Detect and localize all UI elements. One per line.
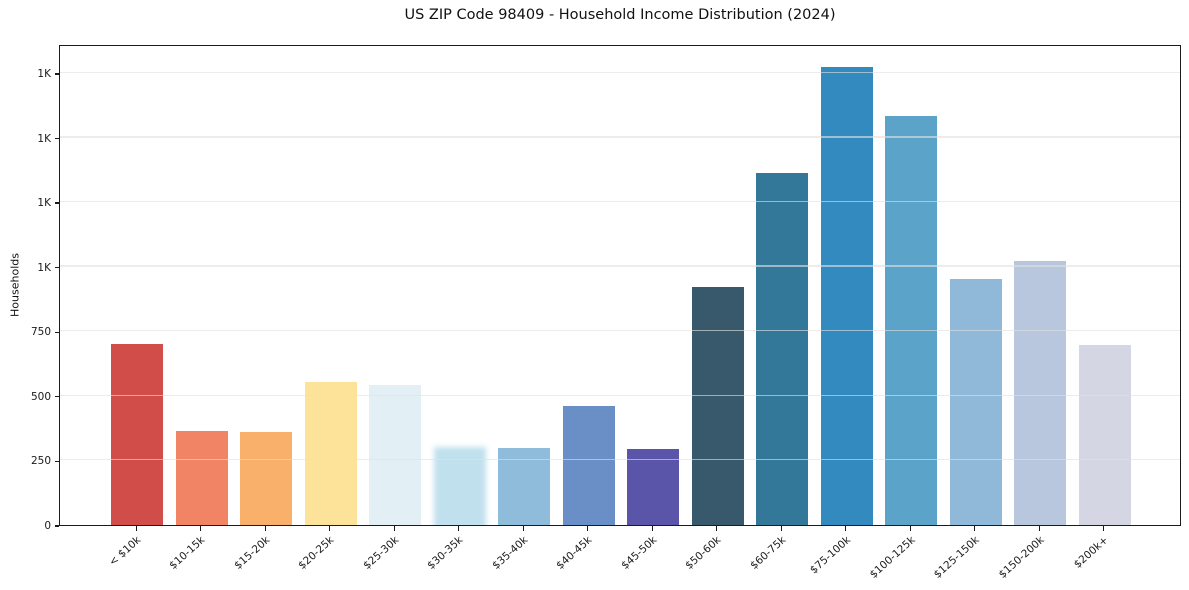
x-tick-mark xyxy=(522,526,524,531)
y-tick-mark xyxy=(54,525,59,527)
y-tick-label: 1K xyxy=(37,197,51,210)
x-tick-label: $125-150k xyxy=(931,534,982,581)
x-tick-mark xyxy=(200,526,202,531)
x-tick-label: $50-60k xyxy=(683,534,724,572)
y-tick-label: 1K xyxy=(37,261,51,274)
x-tick-mark xyxy=(974,526,976,531)
x-tick-label: $75-100k xyxy=(807,534,853,577)
x-tick-mark xyxy=(393,526,395,531)
x-tick-mark xyxy=(651,526,653,531)
y-tick-label: 1K xyxy=(37,67,51,80)
bar-$125-150k xyxy=(949,279,1002,525)
x-tick-label: $45-50k xyxy=(619,534,660,572)
bar-$30-35k xyxy=(433,447,486,525)
x-tick-label: $60-75k xyxy=(748,534,789,572)
x-tick-label: $200k+ xyxy=(1071,534,1111,571)
x-tick-label: $100-125k xyxy=(867,534,918,581)
x-tick-mark xyxy=(845,526,847,531)
x-tick-label: $40-45k xyxy=(554,534,595,572)
x-tick-label: $150-200k xyxy=(996,534,1047,581)
y-tick-mark xyxy=(54,267,59,269)
x-tick-label: $30-35k xyxy=(425,534,466,572)
y-tick-mark xyxy=(54,396,59,398)
bar-$100-125k xyxy=(885,116,938,525)
x-tick-mark xyxy=(587,526,589,531)
y-tick-mark xyxy=(54,137,59,140)
x-tick-mark xyxy=(716,526,718,531)
bar-$20-25k xyxy=(304,382,357,525)
y-tick-label: 500 xyxy=(30,390,51,403)
x-tick-mark xyxy=(458,526,460,531)
bar-$75-100k xyxy=(820,67,873,525)
bar-$150-200k xyxy=(1014,260,1067,525)
x-tick-mark xyxy=(329,526,331,531)
x-tick-mark xyxy=(135,526,137,531)
bar-$35-40k xyxy=(498,448,551,525)
y-tick-mark xyxy=(54,73,59,75)
x-tick-label: $25-30k xyxy=(361,534,402,572)
bar-$50-60k xyxy=(691,287,744,525)
x-tick-label: < $10k xyxy=(106,534,144,569)
bar-$60-75k xyxy=(756,173,809,525)
y-tick-mark xyxy=(54,202,59,204)
chart-title: US ZIP Code 98409 - Household Income Dis… xyxy=(404,7,836,23)
x-tick-mark xyxy=(264,526,266,531)
x-tick-mark xyxy=(1103,526,1105,531)
y-tick-label: 0 xyxy=(44,520,51,532)
x-tick-mark xyxy=(780,526,782,531)
plot-area xyxy=(59,45,1181,526)
x-tick-label: $15-20k xyxy=(232,534,273,572)
x-tick-mark xyxy=(909,526,911,531)
x-tick-label: $10-15k xyxy=(167,534,208,572)
x-tick-label: $35-40k xyxy=(490,534,531,572)
y-tick-mark xyxy=(54,331,59,333)
y-tick-label: 250 xyxy=(30,455,51,468)
bar-$40-45k xyxy=(562,405,615,525)
x-tick-label: $20-25k xyxy=(296,534,337,572)
bar-$45-50k xyxy=(627,448,680,525)
y-tick-mark xyxy=(54,460,59,462)
x-tick-mark xyxy=(1038,526,1040,531)
bar-$25-30k xyxy=(369,385,422,525)
bar-$200k+ xyxy=(1078,344,1131,525)
bar-$10-15k xyxy=(175,430,228,525)
bars-layer xyxy=(60,46,1180,525)
y-tick-label: 1K xyxy=(37,132,51,145)
y-tick-label: 750 xyxy=(30,326,51,339)
bar-< $10k xyxy=(111,343,164,525)
bar-$15-20k xyxy=(240,432,293,525)
